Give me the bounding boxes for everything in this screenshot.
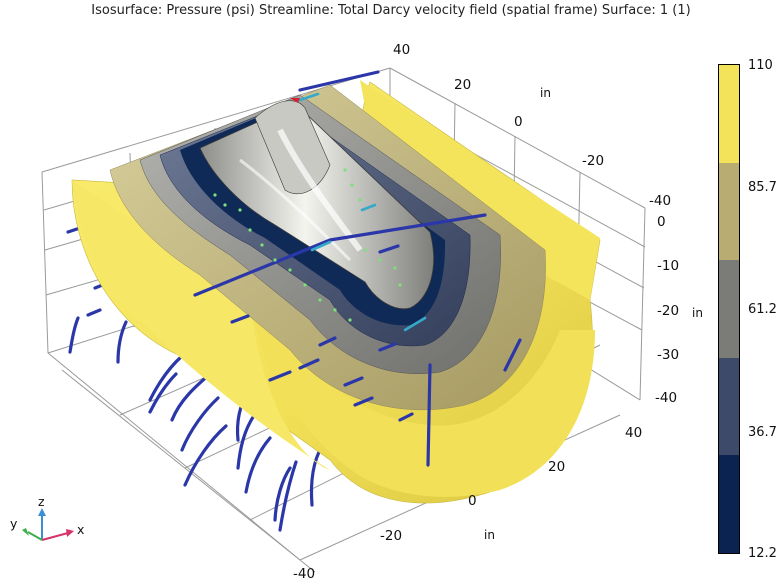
isosurface-yellow-back: [360, 80, 600, 300]
streamlines-cyan: [298, 92, 427, 332]
y-tick-front: 20: [548, 459, 566, 475]
colorbar-band: [719, 357, 739, 456]
particle-points: [213, 168, 402, 322]
triad-z-label: z: [38, 494, 45, 509]
triad-y-label: y: [10, 516, 18, 531]
y-tick-back: -20: [582, 153, 605, 169]
y-axis-unit-front: in: [484, 528, 495, 542]
plot-title: Isosurface: Pressure (psi) Streamline: T…: [91, 3, 691, 18]
well-highlight-2: [239, 158, 352, 262]
colorbar-label: 12.2: [748, 546, 777, 561]
triad-x-label: x: [77, 522, 85, 537]
y-tick-front: -20: [380, 528, 403, 544]
red-marker: [290, 98, 300, 103]
z-tick: -40: [655, 390, 678, 406]
z-tick: -10: [657, 258, 680, 274]
streamlines-front: [193, 70, 522, 467]
z-tick: -20: [657, 303, 680, 319]
z-axis-unit: in: [692, 306, 703, 320]
y-tick-front: -40: [293, 566, 316, 582]
isosurface-yellow-front: [72, 180, 330, 470]
isosurface-yellow-body: [250, 300, 595, 497]
colorbar-label: 36.7: [748, 425, 777, 440]
y-tick-back: 0: [514, 114, 523, 130]
colorbar-label: 110: [748, 58, 773, 73]
y-axis-unit-back: in: [540, 86, 551, 100]
colorbar-label: 61.2: [748, 302, 777, 317]
colorbar-band: [719, 455, 739, 553]
z-tick: 0: [657, 214, 666, 230]
y-tick-back: 20: [454, 77, 472, 93]
z-tick: -30: [657, 347, 680, 363]
y-tick-back: -40: [649, 193, 672, 209]
colorbar-band: [719, 260, 739, 358]
axis-triad-icon: [22, 508, 74, 541]
colorbar-label: 85.7: [748, 180, 777, 195]
colorbar: [718, 64, 740, 554]
y-tick-front: 0: [468, 493, 477, 509]
colorbar-band: [719, 162, 739, 261]
axis-triad: z x y: [4, 492, 94, 552]
colorbar-band: [719, 65, 739, 163]
y-tick-front: 40: [625, 425, 643, 441]
y-tick-back: 40: [393, 42, 411, 58]
